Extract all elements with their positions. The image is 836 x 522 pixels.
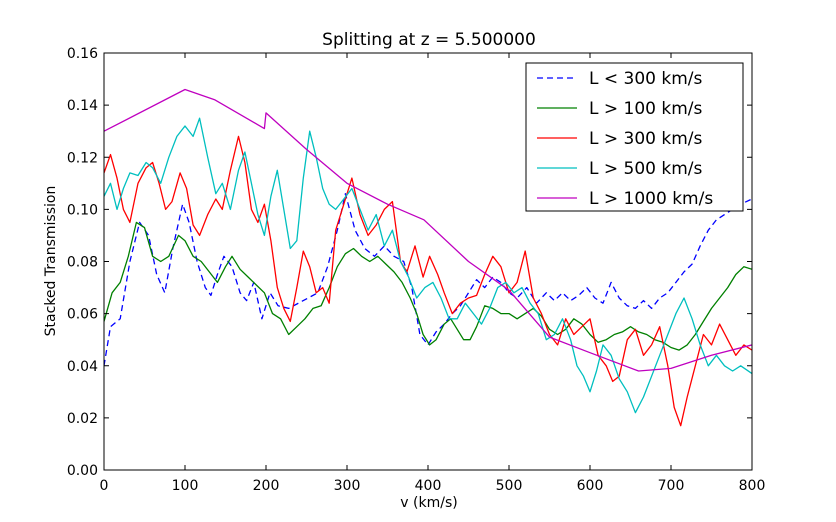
legend-label-3: L > 300 km/s — [589, 129, 703, 149]
x-axis-label: v (km/s) — [400, 495, 457, 511]
y-tick-label: 0.16 — [67, 46, 98, 62]
series-line-4 — [104, 117, 752, 414]
x-tick-label: 800 — [739, 478, 766, 494]
y-tick-label: 0.06 — [67, 307, 98, 323]
legend-label-5: L > 1000 km/s — [589, 189, 713, 209]
plot-area — [104, 88, 752, 427]
y-tick-label: 0.14 — [67, 98, 98, 114]
chart-title: Splitting at z = 5.500000 — [322, 30, 536, 50]
series-line-3 — [104, 135, 752, 427]
y-tick-label: 0.00 — [67, 463, 98, 479]
legend-label-4: L > 500 km/s — [589, 159, 703, 179]
y-tick-label: 0.08 — [67, 255, 98, 271]
y-axis-label: Stacked Transmission — [43, 186, 59, 337]
y-tick-label: 0.04 — [67, 359, 98, 375]
x-tick-label: 200 — [253, 478, 280, 494]
y-tick-label: 0.12 — [67, 150, 98, 166]
legend-label-2: L > 100 km/s — [589, 99, 703, 119]
x-tick-label: 0 — [100, 478, 109, 494]
legend-label-1: L < 300 km/s — [589, 69, 703, 89]
series-line-1 — [104, 193, 752, 366]
axes: 0 100 200 300 400 500 600 700 800 0.00 0.02 0.04 0.0… — [67, 46, 766, 494]
series-line-2 — [104, 221, 752, 351]
legend-box — [525, 62, 744, 212]
y-tick-label: 0.10 — [67, 202, 98, 218]
series-line-5 — [104, 88, 752, 372]
legend: L < 300 km/s L > 100 km/s L > 300 km/s L > … — [525, 62, 744, 212]
x-tick-label: 700 — [658, 478, 685, 494]
y-tick-label: 0.02 — [67, 411, 98, 427]
x-tick-label: 500 — [496, 478, 523, 494]
x-tick-label: 100 — [172, 478, 199, 494]
x-tick-label: 300 — [334, 478, 361, 494]
x-tick-label: 600 — [577, 478, 604, 494]
x-tick-label: 400 — [415, 478, 442, 494]
